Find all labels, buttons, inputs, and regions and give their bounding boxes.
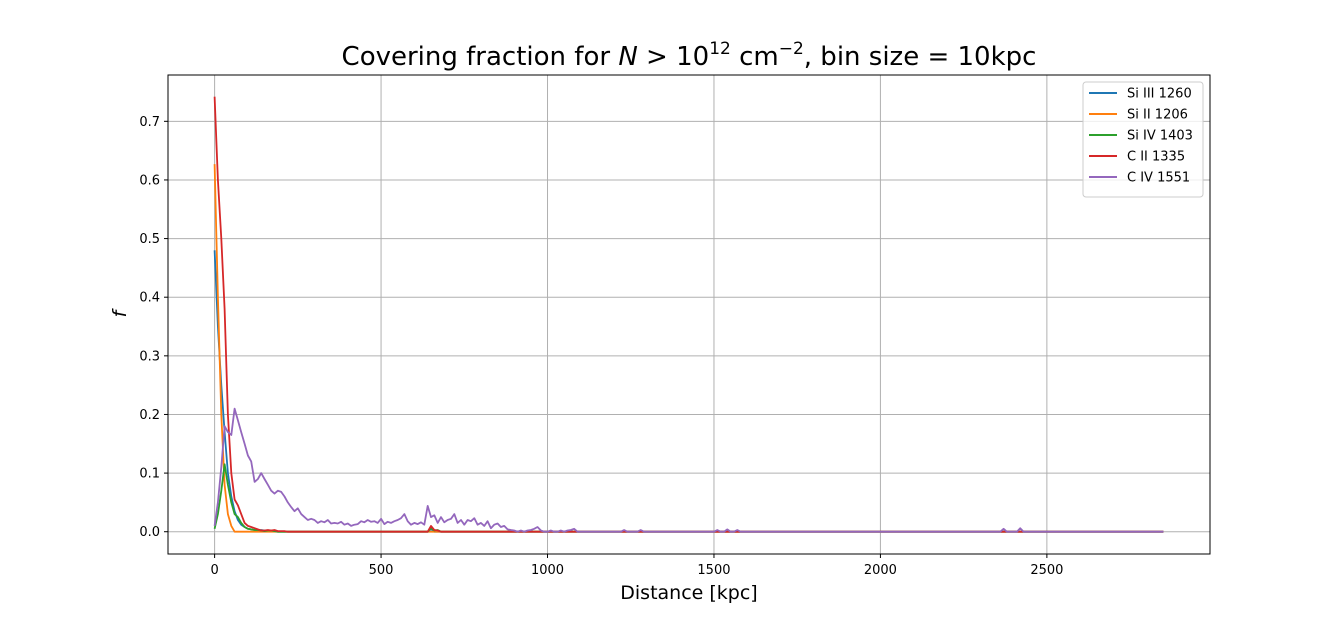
x-tick-label: 0 [210,563,218,578]
y-tick-label: 0.4 [139,291,160,306]
x-tick-label: 1000 [531,563,564,578]
legend-label-si-iii-1260: Si III 1260 [1127,87,1192,102]
legend-box [1082,81,1204,198]
x-tick-label: 500 [369,563,394,578]
y-axis-label: f [109,307,131,317]
x-tick-label: 2500 [1030,563,1063,578]
series-line-c-ii-1335 [213,96,1164,533]
x-axis-label: Distance [kpc] [620,582,757,604]
series-lines [213,96,1164,533]
y-tick-label: 0.1 [139,467,160,482]
plot-frame [167,74,1211,555]
legend-label-c-ii-1335: C II 1335 [1127,150,1185,165]
y-tick-label: 0.6 [139,173,160,188]
y-tick-label: 0.7 [139,115,160,130]
x-tick-label: 1500 [697,563,730,578]
legend-label-si-iv-1403: Si IV 1403 [1127,129,1193,144]
x-axis-ticks: 0 500 1000 1500 2000 2500 [210,554,1063,578]
y-tick-label: 0.2 [139,408,160,423]
series-line-c-iv-1551 [213,407,1164,533]
x-tick-label: 2000 [864,563,897,578]
y-axis-ticks: 0.0 0.1 0.2 0.3 0.4 0.5 0.6 0.7 [139,115,168,540]
legend: Si III 1260 Si II 1206 Si IV 1403 C II 1335… [1082,81,1204,198]
y-tick-label: 0.0 [139,525,160,540]
legend-label-c-iv-1551: C IV 1551 [1127,171,1190,186]
series-line-si-ii-1206 [213,164,1164,533]
legend-label-si-ii-1206: Si II 1206 [1127,108,1188,123]
y-tick-label: 0.3 [139,349,160,364]
y-tick-label: 0.5 [139,232,160,247]
chart-title: Covering fraction for N > 1012 cm−2, bin… [342,39,1037,72]
